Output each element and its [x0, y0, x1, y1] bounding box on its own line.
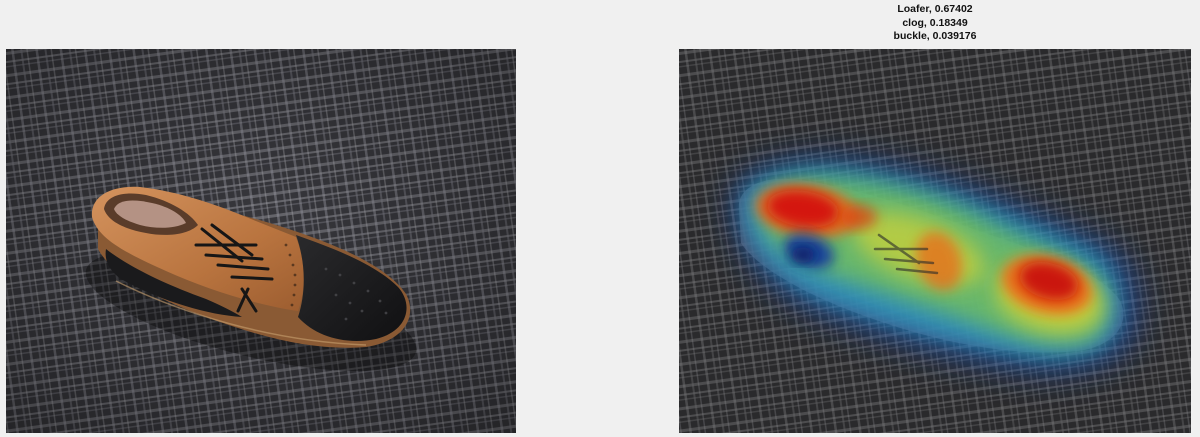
- prediction-title: Loafer, 0.67402 clog, 0.18349 buckle, 0.…: [679, 3, 1191, 44]
- prediction-line-1: Loafer, 0.67402: [897, 3, 973, 15]
- original-shoe-photo: [6, 49, 516, 433]
- prediction-line-2: clog, 0.18349: [902, 16, 968, 29]
- heatmap-image-panel: [679, 49, 1191, 433]
- heatmap-overlay-photo: [679, 49, 1191, 433]
- prediction-line-3: buckle, 0.039176: [893, 30, 977, 42]
- original-image-panel: [6, 49, 516, 433]
